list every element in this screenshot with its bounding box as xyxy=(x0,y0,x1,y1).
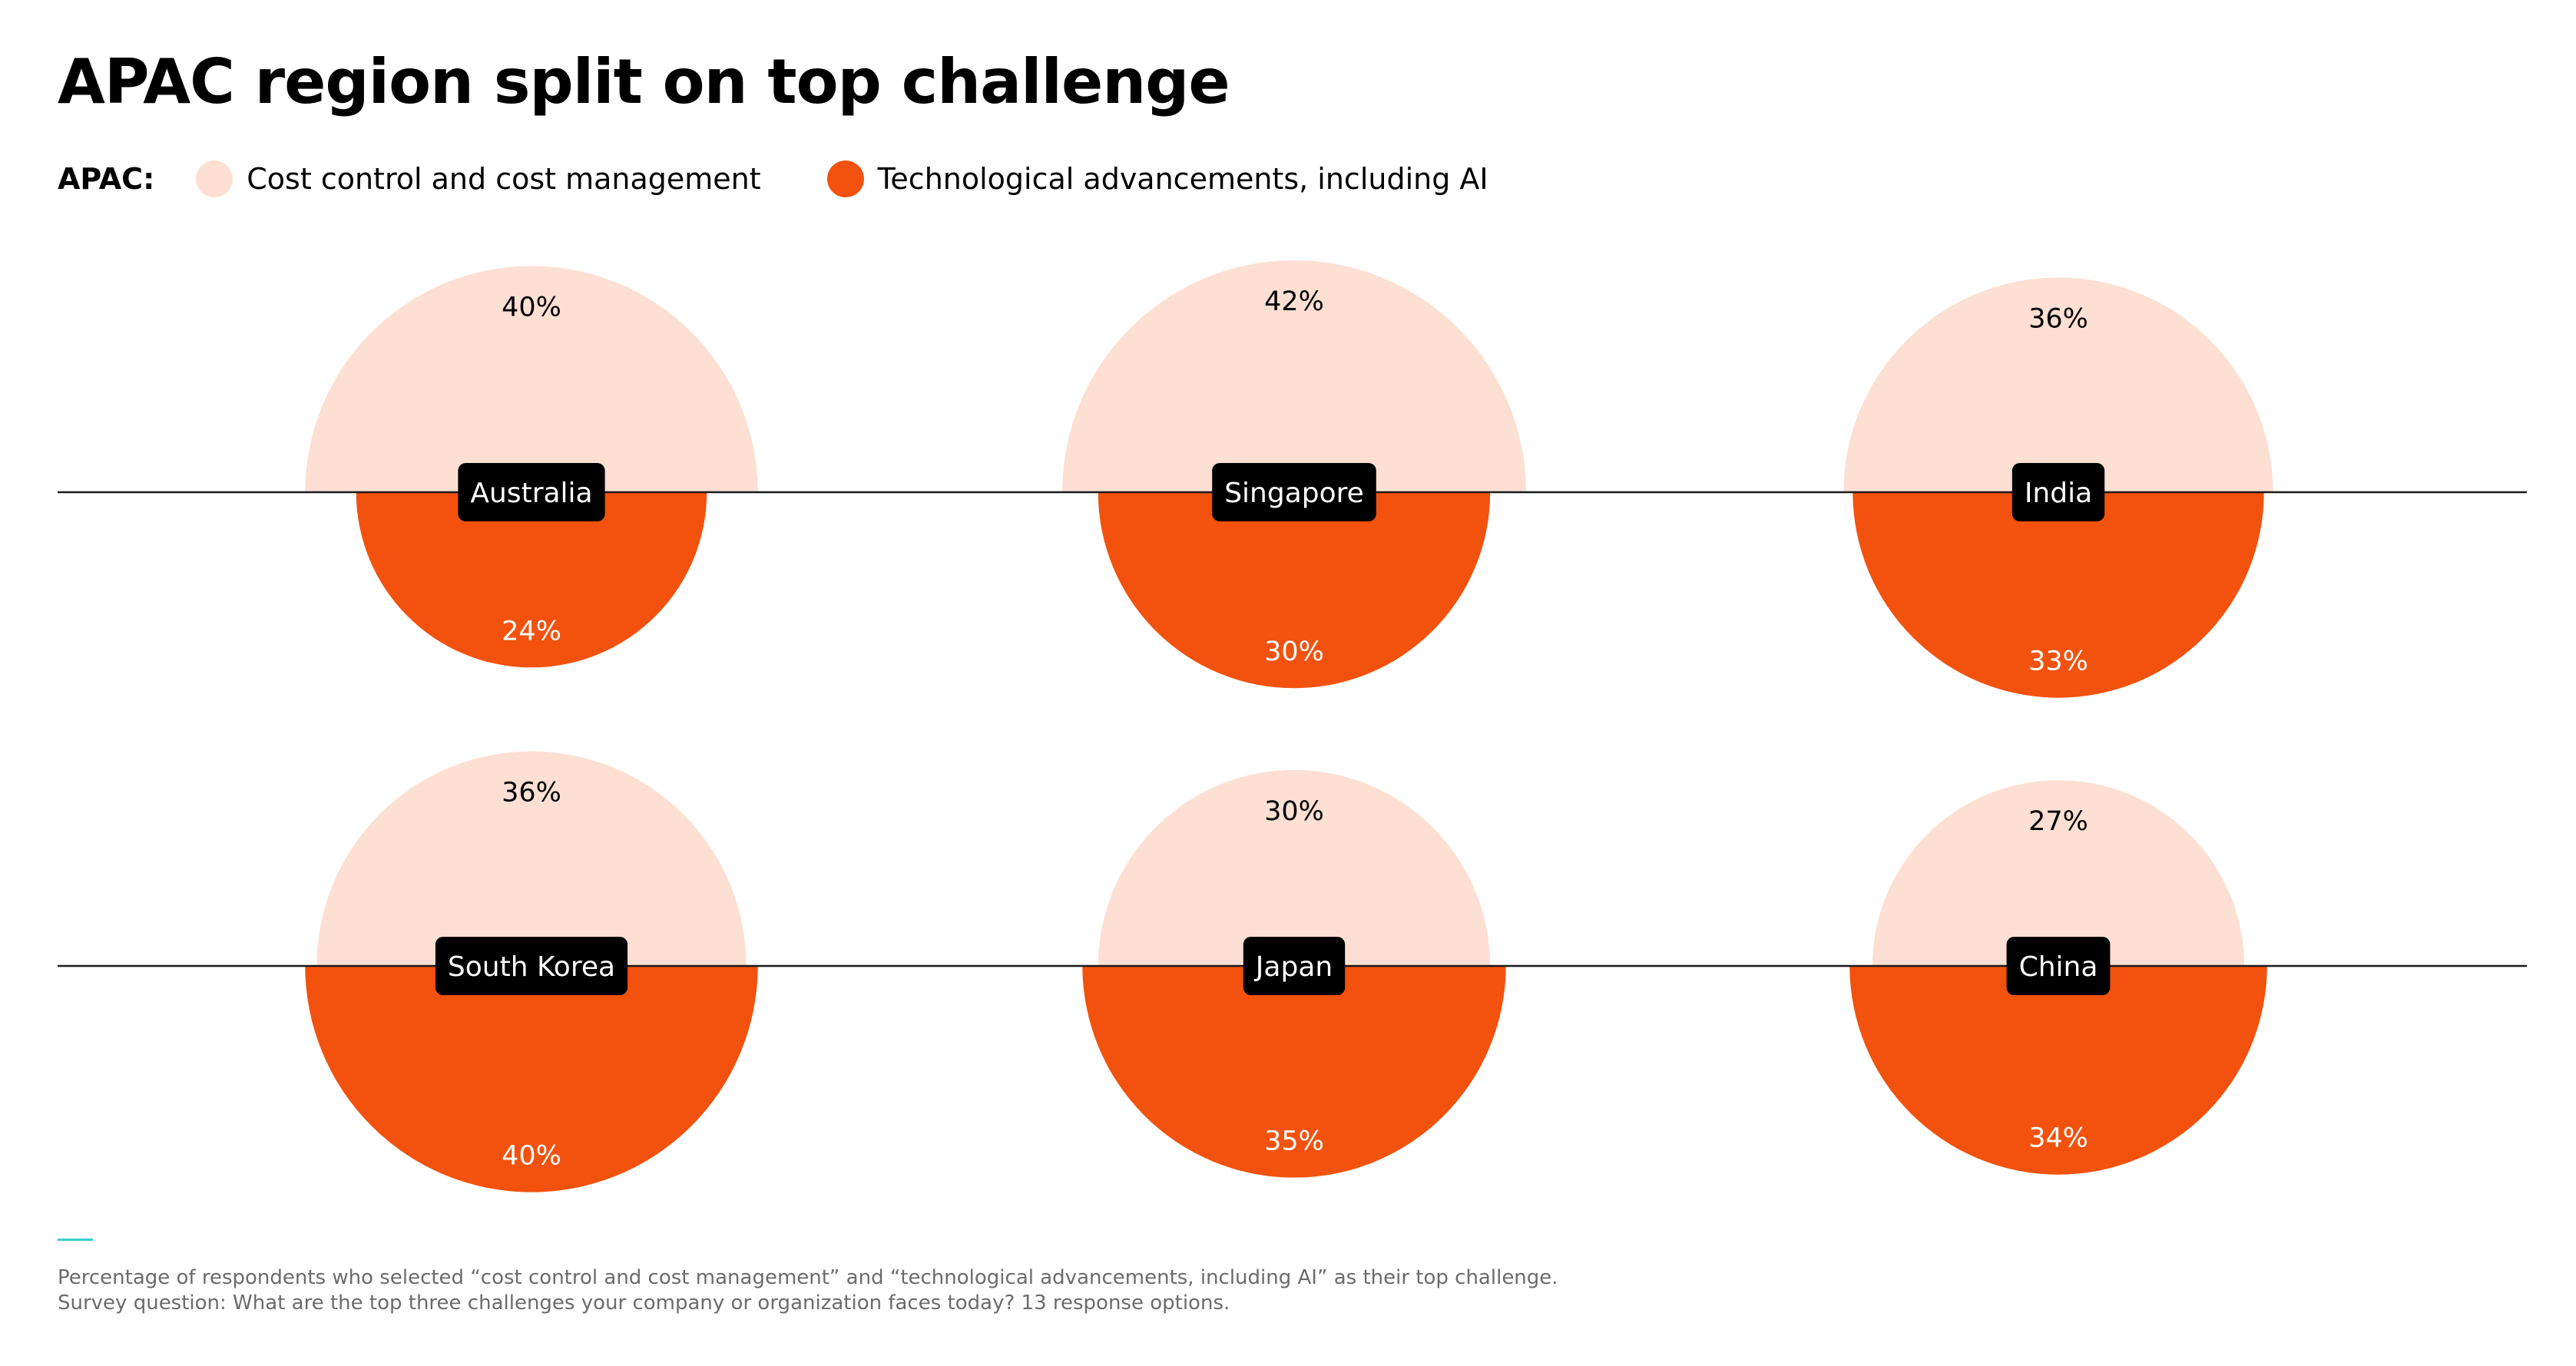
country-label-south-korea: South Korea xyxy=(435,937,628,995)
country-label-bg-singapore xyxy=(1212,463,1376,521)
country-group-india: 36% 33% xyxy=(1843,277,2273,698)
value-label-cost-control-china: 27% xyxy=(2028,806,2088,837)
value-label-tech-ai-japan: 35% xyxy=(1264,1126,1324,1157)
country-group-australia: 40% 24% xyxy=(305,266,758,668)
half-circle-tech-ai-australia xyxy=(356,492,707,668)
value-label-cost-control-india: 36% xyxy=(2028,303,2088,334)
footnote-methodology: Percentage of respondents who selected “… xyxy=(58,1266,1558,1289)
country-group-japan: 30% 35% xyxy=(1082,769,1506,1178)
legend-swatch-cost-control xyxy=(196,160,233,197)
half-circle-cost-control-south-korea xyxy=(316,751,747,966)
country-label-bg-india xyxy=(2011,463,2105,521)
country-name-australia: Australia xyxy=(470,478,592,509)
value-label-tech-ai-australia: 24% xyxy=(502,616,561,647)
country-name-china: China xyxy=(2019,951,2098,983)
footnote-accent-rule xyxy=(58,1239,93,1241)
legend-item-cost-control: Cost control and cost management xyxy=(196,160,761,197)
country-name-india: India xyxy=(2025,478,2092,509)
country-group-china: 27% 34% xyxy=(1849,780,2267,1175)
country-label-singapore: Singapore xyxy=(1212,463,1376,521)
legend-swatch-tech-ai xyxy=(826,160,864,197)
legend-title: APAC: xyxy=(58,162,155,196)
chart-title: APAC region split on top challenge xyxy=(58,46,1230,117)
value-label-tech-ai-india: 33% xyxy=(2028,647,2088,677)
half-circle-tech-ai-singapore xyxy=(1098,492,1491,689)
half-circle-tech-ai-south-korea xyxy=(305,966,758,1192)
half-circle-tech-ai-china xyxy=(1849,966,2267,1175)
country-label-bg-australia xyxy=(458,463,605,521)
legend-label-tech-ai: Technological advancements, including AI xyxy=(877,162,1488,196)
country-label-bg-japan xyxy=(1243,937,1346,995)
country-name-japan: Japan xyxy=(1254,951,1333,983)
value-label-cost-control-japan: 30% xyxy=(1264,796,1324,827)
country-group-south-korea: 36% 40% xyxy=(305,751,758,1192)
legend-item-tech-ai: Technological advancements, including AI xyxy=(826,160,1488,197)
half-circle-cost-control-japan xyxy=(1098,769,1491,966)
half-circle-cost-control-australia xyxy=(305,266,758,492)
country-label-australia: Australia xyxy=(458,463,605,521)
half-circle-cost-control-india xyxy=(1843,277,2273,492)
value-label-cost-control-south-korea: 36% xyxy=(502,777,561,808)
country-label-india: India xyxy=(2011,463,2105,521)
value-label-cost-control-singapore: 42% xyxy=(1264,286,1324,317)
half-circle-cost-control-china xyxy=(1872,780,2245,966)
country-label-china: China xyxy=(2006,937,2111,995)
half-circle-tech-ai-india xyxy=(1853,492,2264,698)
half-circle-cost-control-singapore xyxy=(1062,260,1526,492)
country-group-singapore: 42% 30% xyxy=(1062,260,1526,689)
half-circle-tech-ai-japan xyxy=(1082,966,1506,1178)
legend-label-cost-control: Cost control and cost management xyxy=(247,162,761,196)
country-label-bg-south-korea xyxy=(435,937,628,995)
value-label-tech-ai-singapore: 30% xyxy=(1264,637,1324,667)
footnote-survey-question: Survey question: What are the top three … xyxy=(58,1292,1230,1315)
footnotes: Percentage of respondents who selected “… xyxy=(58,1265,1558,1316)
country-name-south-korea: South Korea xyxy=(448,951,615,983)
legend: APAC: Cost control and cost management T… xyxy=(58,156,1555,202)
value-label-tech-ai-south-korea: 40% xyxy=(502,1141,561,1172)
country-label-japan: Japan xyxy=(1243,937,1346,995)
value-label-cost-control-australia: 40% xyxy=(502,292,561,322)
country-label-bg-china xyxy=(2006,937,2111,995)
value-label-tech-ai-china: 34% xyxy=(2028,1123,2088,1154)
country-name-singapore: Singapore xyxy=(1224,478,1364,509)
